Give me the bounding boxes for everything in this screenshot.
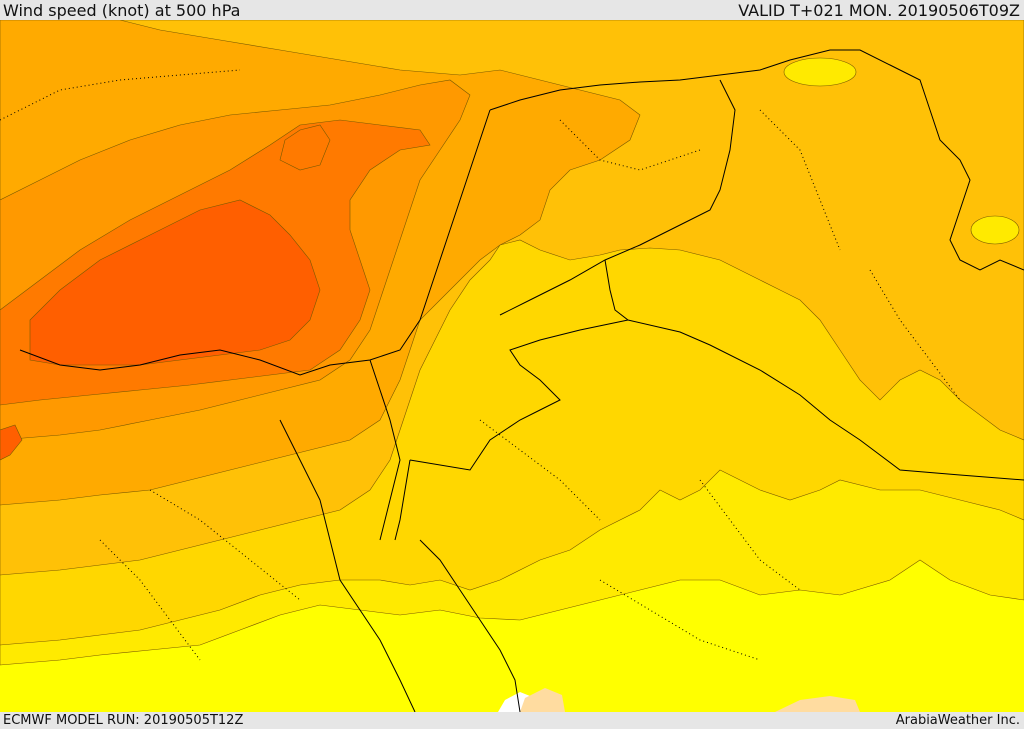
band-8-small [0,424,23,461]
band-8 [29,199,321,366]
model-run: ECMWF MODEL RUN: 20190505T12Z [3,713,244,728]
credit: ArabiaWeather Inc. [895,713,1020,728]
band-2-spot-east [970,215,1020,245]
low-band-southeast [775,696,860,712]
map-svg [0,20,1024,712]
country-borders [19,49,1024,712]
footer-bar: ECMWF MODEL RUN: 20190505T12Z ArabiaWeat… [0,712,1024,729]
low-band-south [520,688,565,712]
band-7-spot [279,124,331,171]
header-bar: Wind speed (knot) at 500 hPa VALID T+021… [0,0,1024,20]
valid-time: VALID T+021 MON. 20190506T09Z [738,1,1020,20]
map-title: Wind speed (knot) at 500 hPa [3,1,241,20]
band-2-spot-northeast [783,57,857,87]
province-borders [0,69,961,661]
wind-speed-map[interactable] [0,20,1024,712]
